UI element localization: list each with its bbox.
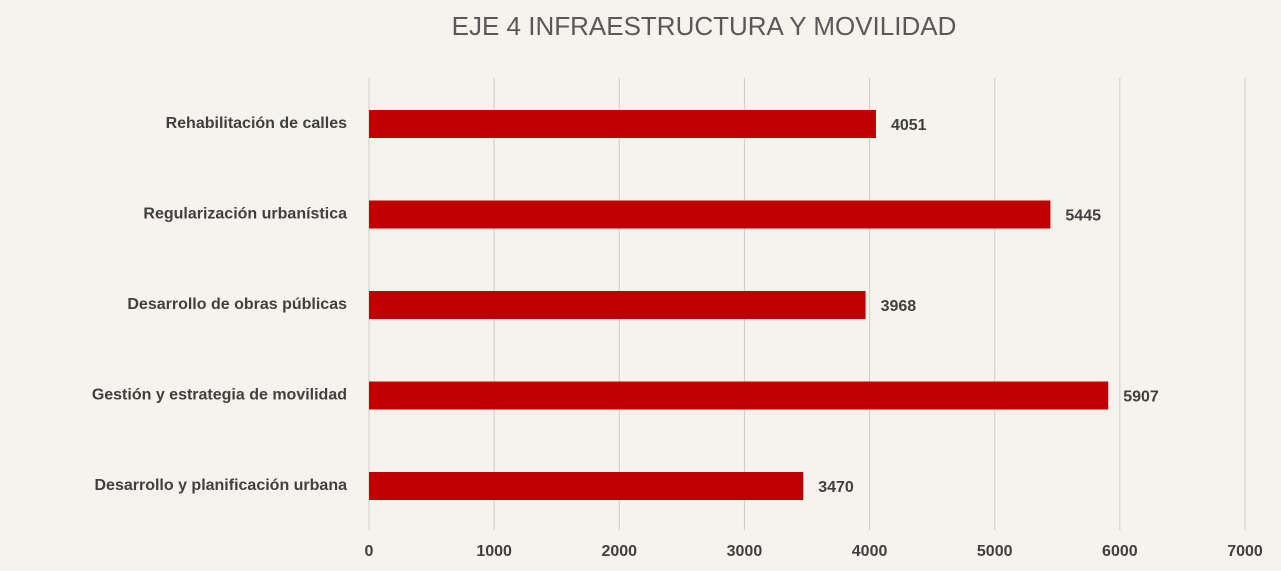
- chart-title: EJE 4 INFRAESTRUCTURA Y MOVILIDAD: [452, 11, 957, 41]
- y-tick-label: Rehabilitación de calles: [166, 115, 348, 132]
- bar: [369, 201, 1050, 229]
- chart: EJE 4 INFRAESTRUCTURA Y MOVILIDAD 0 1000 2…: [0, 0, 1281, 571]
- x-tick-label: 7000: [1227, 543, 1263, 560]
- bar: [369, 110, 876, 138]
- value-label: 5907: [1123, 389, 1159, 406]
- x-tick-label: 4000: [852, 543, 888, 560]
- x-tick-label: 1000: [476, 543, 512, 560]
- y-tick-label: Desarrollo y planificación urbana: [94, 477, 347, 494]
- y-tick-label: Regularización urbanística: [143, 206, 347, 223]
- x-tick-label: 0: [365, 543, 374, 560]
- bar: [369, 382, 1108, 410]
- x-tick-label: 6000: [1102, 543, 1138, 560]
- y-tick-label: Gestión y estrategia de movilidad: [92, 387, 347, 404]
- value-label: 5445: [1065, 208, 1101, 225]
- x-tick-label: 2000: [601, 543, 637, 560]
- x-tick-label: 5000: [977, 543, 1013, 560]
- bar: [369, 472, 803, 500]
- bar: [369, 291, 866, 319]
- y-tick-label: Desarrollo de obras públicas: [127, 296, 347, 313]
- value-label: 3968: [881, 298, 917, 315]
- value-label: 4051: [891, 117, 927, 134]
- x-tick-label: 3000: [727, 543, 763, 560]
- value-label: 3470: [818, 479, 854, 496]
